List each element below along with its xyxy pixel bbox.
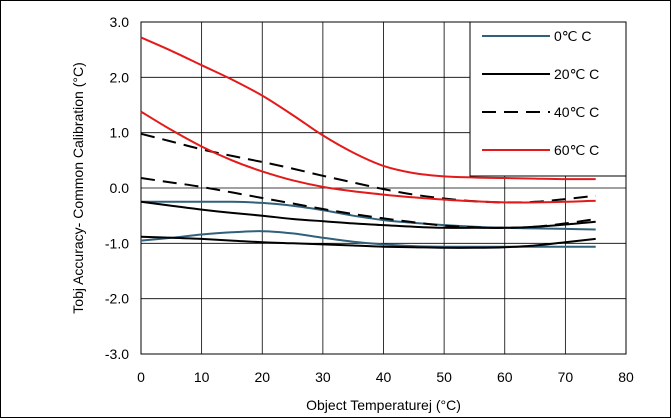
x-tick-label: 0 <box>137 369 145 385</box>
series-line <box>140 235 596 249</box>
legend-item: 0℃ C <box>482 28 592 44</box>
series-layer <box>140 36 596 249</box>
legend-label: 40℃ C <box>554 104 599 120</box>
legend: 0℃ C 20℃ C 40℃ C 60℃ C <box>469 21 627 177</box>
x-tick-label: 10 <box>194 369 210 385</box>
x-tick-label: 70 <box>558 369 574 385</box>
plot-area <box>140 21 627 355</box>
y-tick-label: 1.0 <box>110 125 130 141</box>
y-tick-label: -2.0 <box>105 291 129 307</box>
x-tick-label: 50 <box>436 369 452 385</box>
legend-item: 60℃ C <box>482 142 599 158</box>
series-line <box>140 110 596 204</box>
legend-label: 60℃ C <box>554 142 599 158</box>
x-tick-label: 30 <box>315 369 331 385</box>
legend-item: 40℃ C <box>482 104 599 120</box>
series-line <box>140 177 596 229</box>
y-tick-label: 3.0 <box>110 14 130 30</box>
legend-box <box>469 21 627 177</box>
legend-label: 20℃ C <box>554 66 599 82</box>
y-tick-label: -3.0 <box>105 346 129 362</box>
legend-label: 0℃ C <box>554 28 592 44</box>
y-tick-label: 0.0 <box>110 180 130 196</box>
y-tick-label: 2.0 <box>110 69 130 85</box>
x-tick-label: 40 <box>376 369 392 385</box>
x-tick-label: 60 <box>497 369 513 385</box>
x-axis-title: Object Temperaturej (°C) <box>306 397 461 413</box>
y-tick-label: -1.0 <box>105 235 129 251</box>
series-line <box>140 200 596 229</box>
y-axis-title: Tobj Accuracy- Common Calibration (°C) <box>70 62 86 313</box>
x-tick-label: 80 <box>618 369 634 385</box>
y-tick-labels: 3.0 2.0 1.0 0.0 -1.0 -2.0 -3.0 <box>105 14 129 362</box>
x-tick-label: 20 <box>254 369 270 385</box>
series-line <box>140 36 596 181</box>
legend-item: 20℃ C <box>482 66 599 82</box>
x-tick-labels: 0 10 20 30 40 50 60 70 80 <box>137 369 634 385</box>
